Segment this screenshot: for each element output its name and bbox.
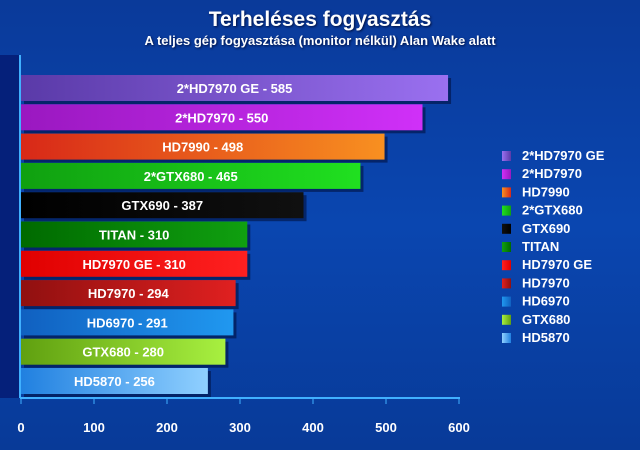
legend-label: HD7970: [522, 275, 570, 290]
legend-label: GTX690: [522, 221, 570, 236]
x-tick-label: 100: [83, 420, 105, 435]
legend-label: GTX680: [522, 312, 570, 327]
bar: [21, 75, 449, 101]
bar: [21, 309, 234, 336]
bar: [21, 280, 236, 307]
bar: [21, 221, 248, 248]
legend-label: 2*HD7970 GE: [522, 148, 605, 163]
bar-label: GTX690 - 387: [121, 198, 203, 213]
bar-label: HD7990 - 498: [162, 140, 243, 155]
bar-label: HD7970 - 294: [88, 286, 170, 301]
legend-swatch: [502, 296, 511, 307]
chart-subtitle: A teljes gép fogyasztása (monitor nélkül…: [144, 33, 496, 48]
legend-swatch: [502, 278, 511, 289]
legend-label: HD7990: [522, 184, 570, 199]
legend-label: HD7970 GE: [522, 257, 592, 272]
bar: [21, 250, 248, 277]
bar-label: GTX680 - 280: [82, 345, 164, 360]
bar-label: TITAN - 310: [99, 228, 170, 243]
x-tick-label: 200: [156, 420, 178, 435]
x-tick-label: 500: [375, 420, 397, 435]
legend-swatch: [502, 223, 511, 234]
bar: [21, 368, 208, 394]
axis-wall: [0, 55, 19, 398]
x-tick-label: 0: [17, 420, 24, 435]
legend-label: 2*HD7970: [522, 166, 582, 181]
bar: [21, 133, 385, 160]
bar: [21, 192, 304, 219]
bar-label: 2*GTX680 - 465: [144, 169, 238, 184]
legend-swatch: [502, 169, 511, 180]
legend-label: 2*GTX680: [522, 203, 583, 218]
legend-swatch: [502, 187, 511, 198]
x-tick-label: 300: [229, 420, 251, 435]
bar-label: HD7970 GE - 310: [82, 257, 185, 272]
bar-label: HD5870 - 256: [74, 374, 155, 389]
legend-label: TITAN: [522, 239, 559, 254]
bar-label: HD6970 - 291: [87, 315, 168, 330]
x-tick-label: 400: [302, 420, 324, 435]
bar-label: 2*HD7970 - 550: [175, 110, 268, 125]
x-tick-label: 600: [448, 420, 470, 435]
legend-label: HD5870: [522, 330, 570, 345]
legend-swatch: [502, 242, 511, 252]
legend-swatch: [502, 205, 511, 216]
bar: [21, 162, 361, 189]
bar: [21, 104, 423, 131]
bar: [21, 338, 226, 365]
legend-label: HD6970: [522, 294, 570, 309]
legend-swatch: [502, 333, 511, 343]
bar-label: 2*HD7970 GE - 585: [177, 81, 293, 96]
legend-swatch: [502, 314, 511, 325]
legend-swatch: [502, 260, 511, 271]
legend-swatch: [502, 151, 511, 161]
chart-title: Terheléses fogyasztás: [208, 8, 432, 31]
